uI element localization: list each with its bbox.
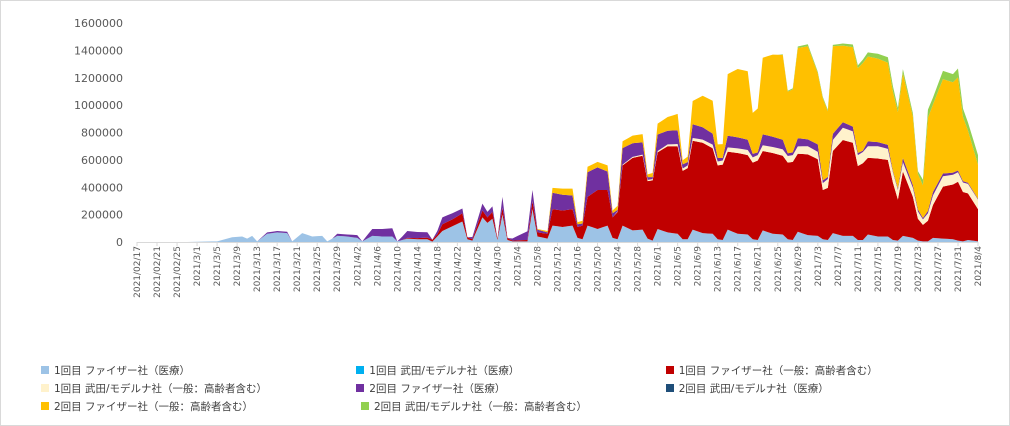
x-tick-label: 2021/6/29 [794,246,804,292]
x-tick-label: 2021/6/25 [774,246,784,292]
series-area-7 [137,45,978,242]
y-tick-label: 800000 [81,127,123,140]
x-tick-label: 2021/3/5 [213,246,223,286]
x-tick-label: 2021/02/17 [133,246,143,298]
legend-item: 1回目 武田/モデルナ社（一般：高齢者含む） [41,381,356,396]
legend-swatch [41,366,49,374]
x-tick-label: 2021/7/3 [814,246,824,286]
legend-row: 1回目 ファイザー社（医療） 1回目 武田/モデルナ社（医療） 1回目 ファイザー社… [41,361,981,379]
x-tick-label: 2021/5/16 [574,246,584,292]
legend-label: 2回目 ファイザー社（医療） [369,382,506,395]
legend-item: 2回目 武田/モデルナ社（医療） [665,381,981,396]
legend-swatch [356,366,365,374]
x-tick-label: 2021/6/17 [734,246,744,292]
x-tick-label: 2021/3/25 [313,246,323,292]
x-tick-label: 2021/7/23 [914,246,924,292]
y-tick-label: 1400000 [74,44,123,57]
y-tick-label: 1000000 [74,99,123,112]
legend-item: 1回目 ファイザー社（一般：高齢者含む） [665,363,981,378]
x-tick-label: 2021/3/17 [273,246,283,292]
x-tick-label: 2021/3/1 [193,246,203,286]
y-tick-label: 1200000 [74,72,123,85]
axes: 0 200000 400000 600000 800000 1000000 1200000 1… [74,17,984,298]
series-area-3 [137,140,978,242]
x-tick-label: 2021/4/22 [453,246,463,292]
x-tick-label: 2021/4/14 [413,246,423,292]
y-tick-label: 400000 [81,181,123,194]
x-tick-label: 2021/02/25 [173,246,183,298]
x-tick-label: 2021/5/4 [513,246,523,287]
x-tick-label: 2021/6/9 [694,246,704,287]
legend-label: 1回目 ファイザー社（医療） [54,364,191,377]
x-tick-label: 2021/6/21 [754,246,764,292]
x-tick-label: 2021/3/29 [333,246,343,292]
series-areas [137,43,978,242]
y-tick-label: 0 [116,236,123,249]
legend-label: 2回目 ファイザー社（一般：高齢者含む） [54,400,254,413]
legend-label: 1回目 武田/モデルナ社（一般：高齢者含む） [54,382,268,395]
legend-item: 1回目 武田/モデルナ社（医療） [356,363,665,378]
x-tick-label: 2021/5/28 [634,246,644,292]
x-tick-label: 2021/6/5 [674,246,684,286]
legend-row: 2回目 ファイザー社（一般：高齢者含む） 2回目 武田/モデルナ社（一般：高齢者含… [41,397,981,415]
x-tick-label: 2021/5/20 [594,246,604,292]
x-tick-label: 2021/7/11 [854,246,864,292]
legend-label: 2回目 武田/モデルナ社（医療） [678,382,829,395]
legend-label: 1回目 武田/モデルナ社（医療） [369,364,520,377]
x-tick-label: 2021/6/13 [714,246,724,292]
legend-swatch [41,402,49,410]
series-area-1 [137,209,978,242]
legend-item: 2回目 ファイザー社（一般：高齢者含む） [41,399,361,414]
legend-swatch [41,384,49,392]
y-tick-label: 1600000 [74,17,123,30]
legend: 1回目 ファイザー社（医療） 1回目 武田/モデルナ社（医療） 1回目 ファイザー社… [41,361,981,415]
legend-swatch [361,402,369,410]
x-tick-label: 2021/5/24 [614,246,624,292]
stacked-area-chart: 0 200000 400000 600000 800000 1000000 1200000 1… [74,17,984,298]
x-tick-label: 2021/7/19 [894,246,904,292]
legend-item: 2回目 武田/モデルナ社（一般：高齢者含む） [361,399,675,414]
x-tick-label: 2021/6/1 [654,246,664,286]
legend-item: 1回目 ファイザー社（医療） [41,363,356,378]
x-tick-label: 2021/5/8 [533,246,543,287]
x-tick-label: 2021/3/13 [253,246,263,292]
x-tick-label: 2021/4/18 [433,246,443,292]
x-tick-label: 2021/8/4 [974,246,984,287]
legend-label: 2回目 武田/モデルナ社（一般：高齢者含む） [374,400,588,413]
x-tick-label: 2021/7/31 [954,246,964,292]
x-tick-label: 2021/3/21 [293,246,303,292]
x-tick-label: 2021/7/27 [934,246,944,292]
x-tick-label: 2021/02/21 [153,246,163,298]
x-tick-label: 2021/5/12 [554,246,564,292]
x-tick-label: 2021/4/6 [373,246,383,287]
legend-swatch [356,384,365,392]
x-tick-label: 2021/3/9 [233,246,243,287]
y-tick-label: 200000 [81,209,123,222]
x-tick-label: 2021/4/10 [393,246,403,292]
legend-item: 2回目 ファイザー社（医療） [356,381,665,396]
y-tick-label: 600000 [81,154,123,167]
x-tick-label: 2021/4/26 [473,246,483,292]
legend-swatch [665,384,674,392]
legend-row: 1回目 武田/モデルナ社（一般：高齢者含む） 2回目 ファイザー社（医療） 2回目 … [41,379,981,397]
x-tick-label: 2021/7/15 [874,246,884,292]
x-tick-label: 2021/4/30 [493,246,503,292]
legend-swatch [665,366,674,374]
x-tick-label: 2021/4/2 [353,246,363,286]
x-tick-label: 2021/7/7 [834,246,844,286]
legend-label: 1回目 ファイザー社（一般：高齢者含む） [678,364,878,377]
